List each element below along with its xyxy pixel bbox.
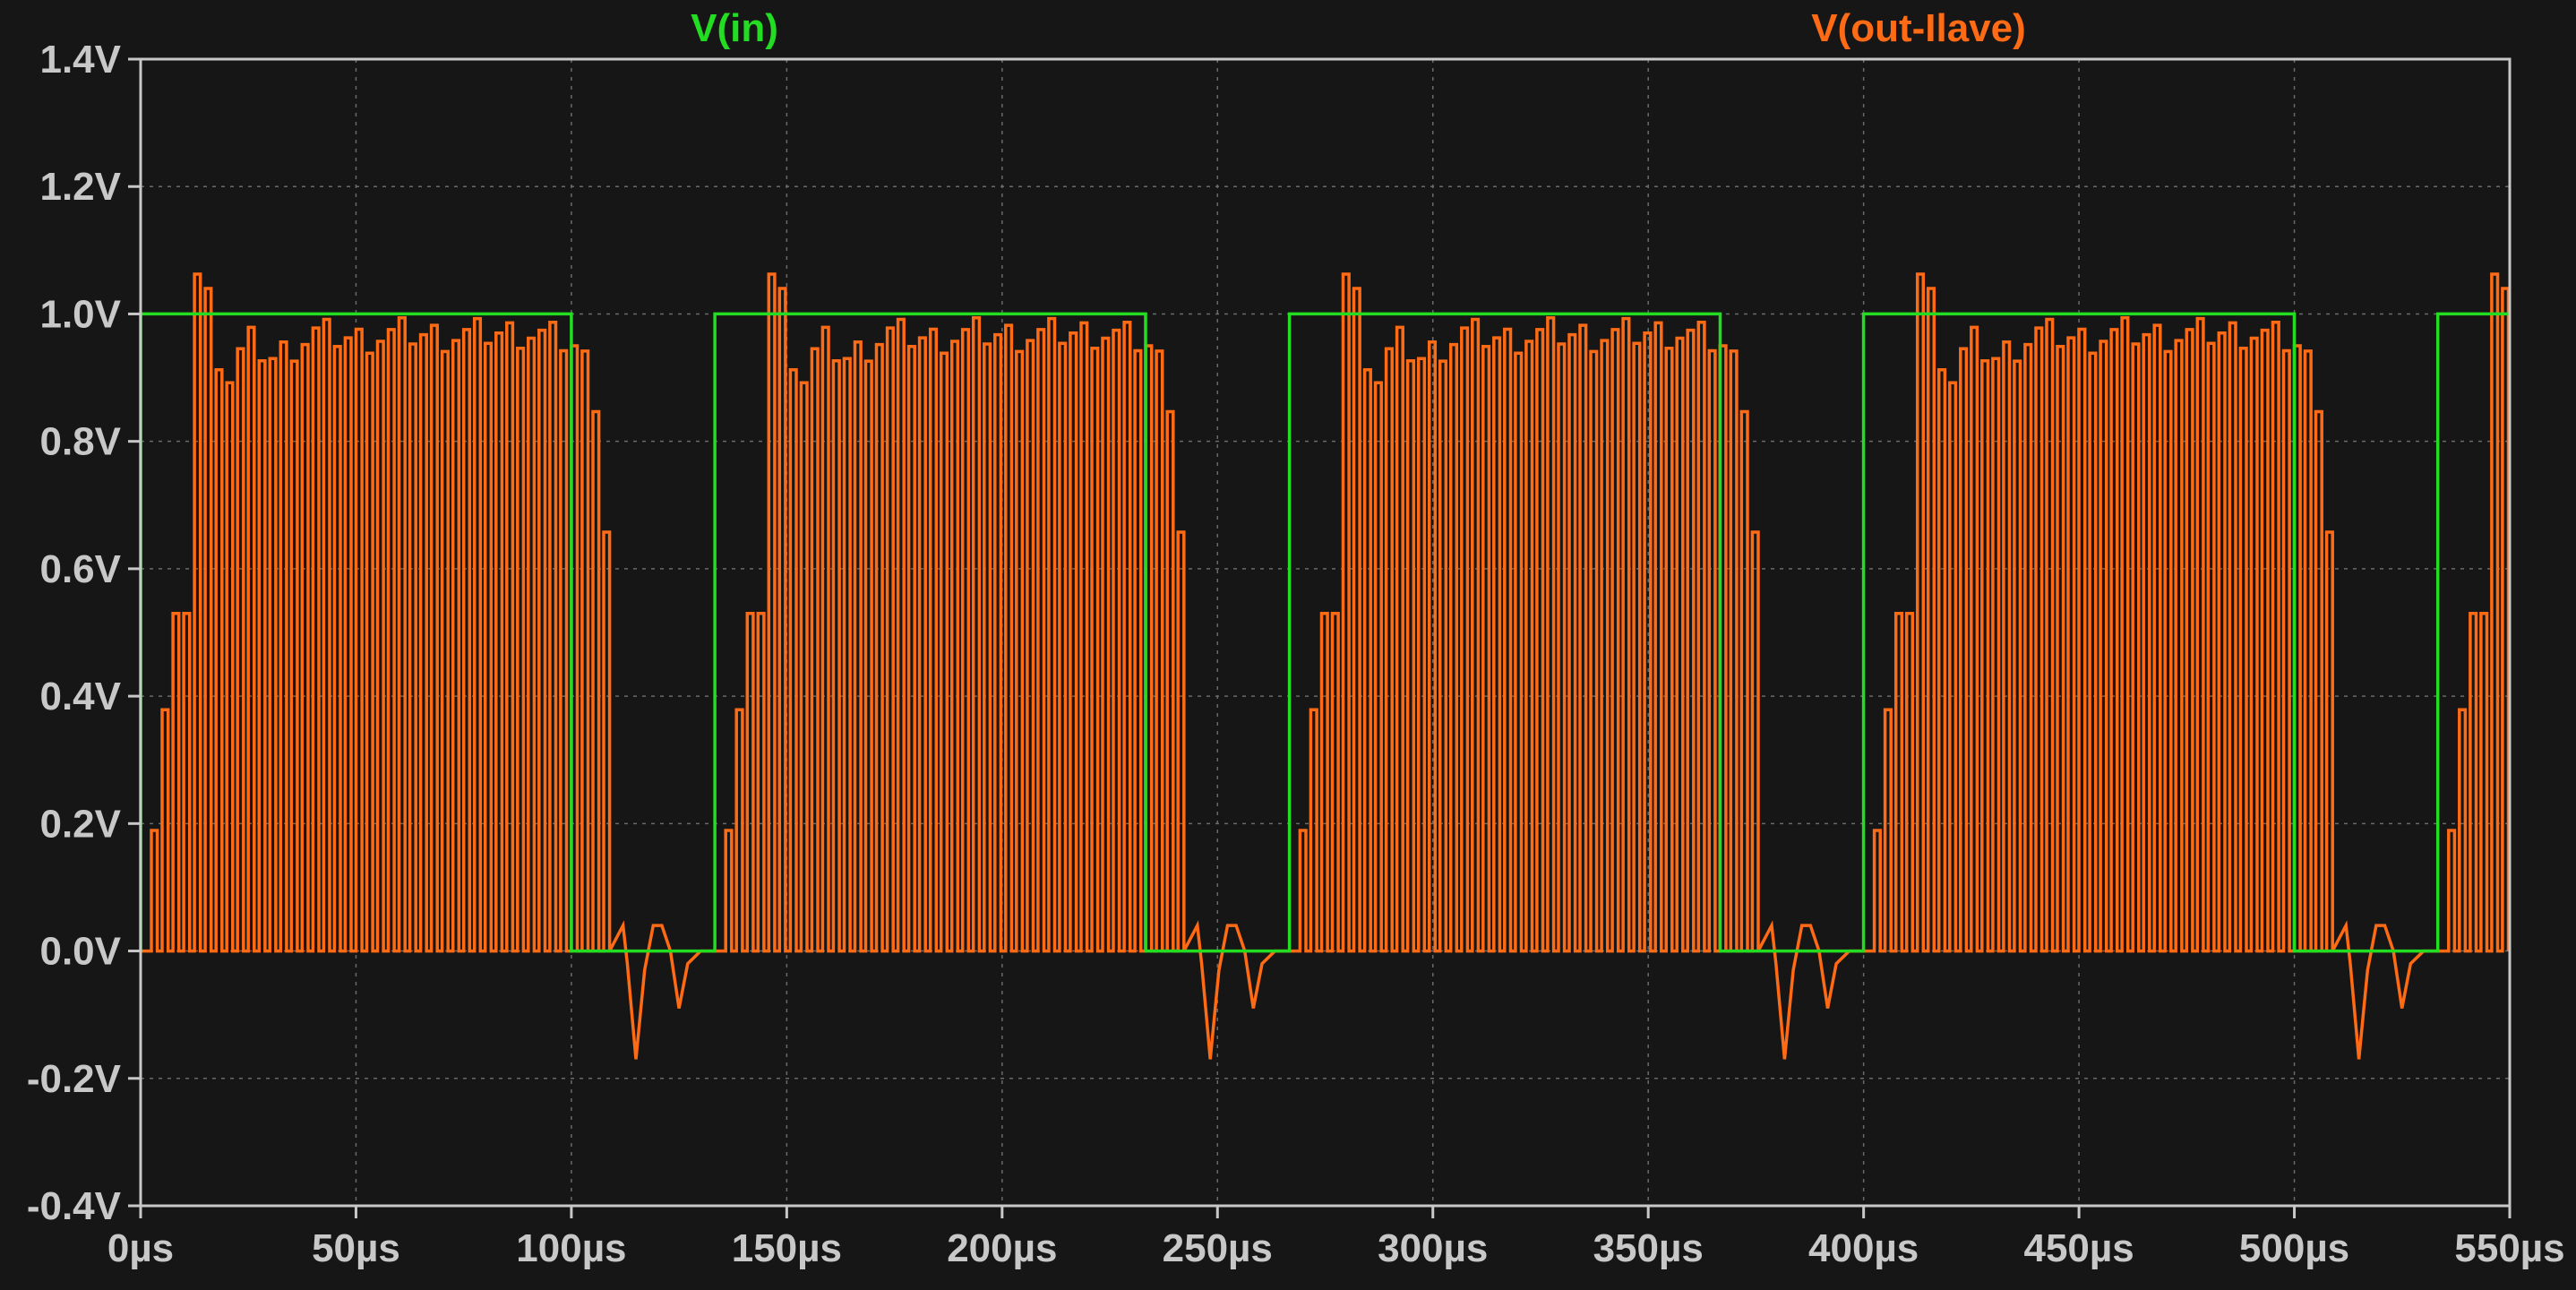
plot-frame <box>139 57 2512 1208</box>
y-tick-label: 0.6V <box>39 547 121 591</box>
traces <box>139 272 2511 1060</box>
y-tick-label: 0.8V <box>39 420 121 464</box>
x-tick-label: 150µs <box>732 1226 842 1270</box>
legend-vout-label: V(out-Ilave) <box>1811 6 2026 50</box>
x-tick-label: 50µs <box>312 1226 400 1270</box>
x-tick-label: 450µs <box>2023 1226 2134 1270</box>
vin-trace <box>139 312 2510 953</box>
y-tick-label: 0.4V <box>39 675 121 718</box>
y-tick-label: 0.0V <box>39 930 121 974</box>
x-tick-label: 350µs <box>1593 1226 1704 1270</box>
y-tick-label: 0.2V <box>39 802 121 846</box>
y-tick-label: -0.4V <box>27 1184 122 1228</box>
y-tick-label: 1.0V <box>39 292 121 336</box>
x-tick-label: 200µs <box>947 1226 1057 1270</box>
y-tick-label: 1.4V <box>39 38 121 82</box>
x-tick-label: 300µs <box>1378 1226 1488 1270</box>
x-tick-label: 400µs <box>1808 1226 1919 1270</box>
x-tick-label: 100µs <box>516 1226 626 1270</box>
x-tick-label: 0µs <box>107 1226 174 1270</box>
axis-ticks: 0µs 50µs 100µs 150µs 200µs 250µs 300µs 350µs 400… <box>27 38 2565 1270</box>
legend-vin-label: V(in) <box>691 6 778 50</box>
x-tick-label: 500µs <box>2239 1226 2349 1270</box>
vout-trace <box>141 272 2511 1060</box>
x-tick-label: 250µs <box>1163 1226 1273 1270</box>
y-tick-label: 1.2V <box>39 165 121 209</box>
legend: V(in) V(out-Ilave) <box>691 6 2026 50</box>
x-tick-label: 550µs <box>2454 1226 2564 1270</box>
y-tick-label: -0.2V <box>27 1057 122 1101</box>
